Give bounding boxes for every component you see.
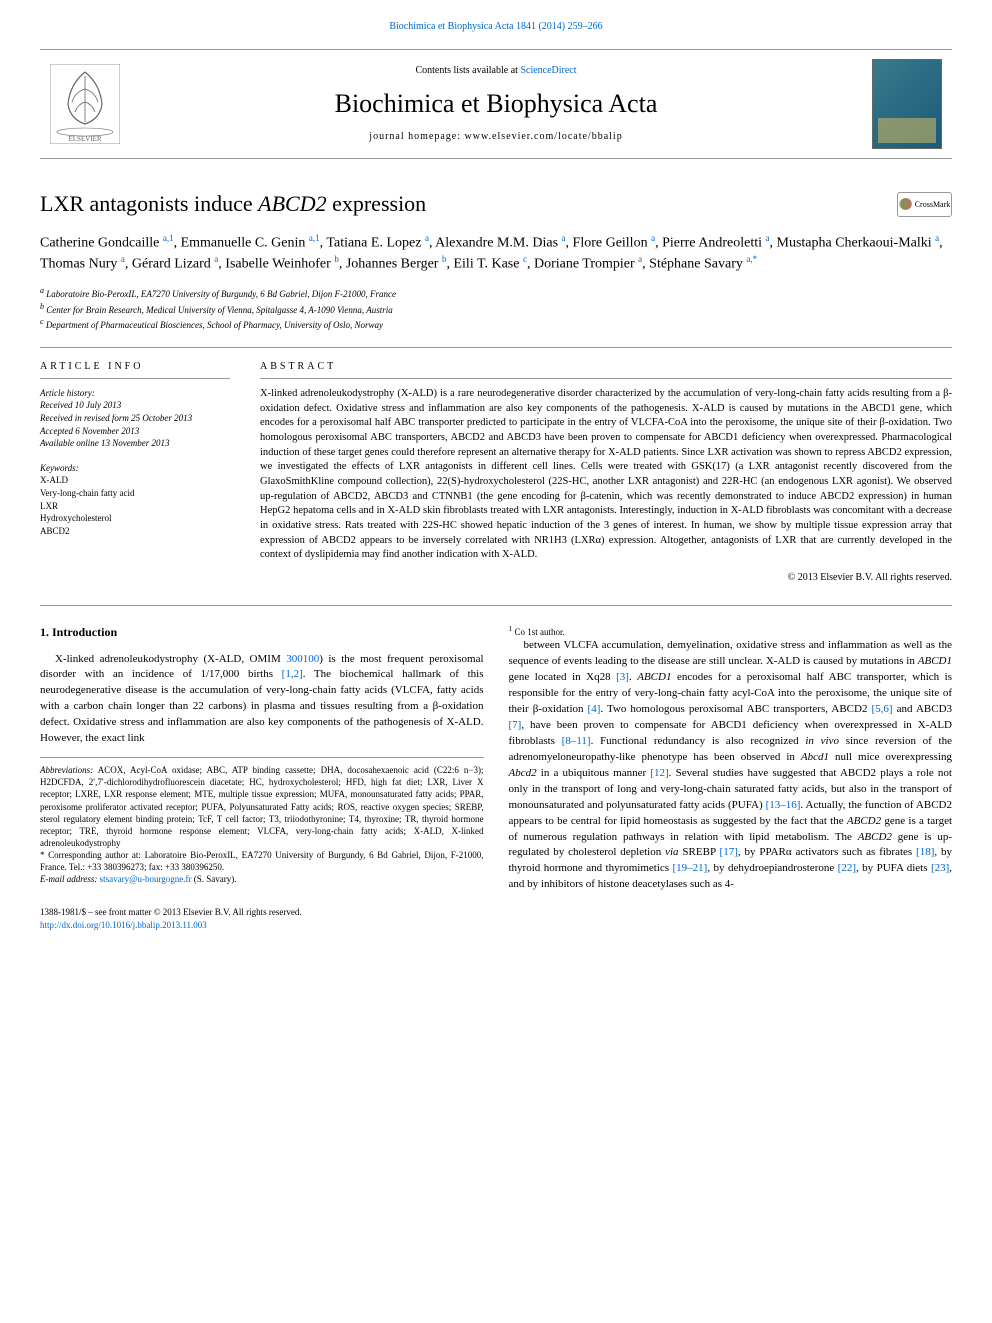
keyword: X-ALD [40, 474, 230, 487]
journal-cover-thumb [872, 59, 942, 149]
keyword: Hydroxycholesterol [40, 512, 230, 525]
journal-name: Biochimica et Biophysica Acta [140, 86, 852, 122]
keyword: Very-long-chain fatty acid [40, 487, 230, 500]
abstract-heading: ABSTRACT [260, 360, 952, 379]
article-history: Article history: Received 10 July 2013 R… [40, 387, 230, 450]
revised-date: Received in revised form 25 October 2013 [40, 412, 230, 425]
contents-pre: Contents lists available at [415, 65, 520, 76]
article-title-row: LXR antagonists induce ABCD2 expression … [40, 189, 952, 220]
journal-homepage: journal homepage: www.elsevier.com/locat… [140, 130, 852, 144]
intro-heading: 1. Introduction [40, 624, 484, 641]
svg-text:ELSEVIER: ELSEVIER [68, 135, 101, 143]
running-header: Biochimica et Biophysica Acta 1841 (2014… [40, 20, 952, 34]
sciencedirect-link[interactable]: ScienceDirect [520, 65, 576, 76]
masthead-center: Contents lists available at ScienceDirec… [130, 54, 862, 154]
title-italic: ABCD2 [258, 191, 326, 216]
keywords-label: Keywords: [40, 462, 230, 475]
affiliations: a Laboratoire Bio-PeroxIL, EA7270 Univer… [40, 285, 952, 332]
intro-para-2: between VLCFA accumulation, demyelinatio… [509, 638, 953, 893]
keyword: ABCD2 [40, 525, 230, 538]
section-divider [40, 605, 952, 606]
cover-box [862, 59, 952, 149]
body-two-column: 1. Introduction X-linked adrenoleukodyst… [40, 624, 952, 894]
issn-line: 1388-1981/$ – see front matter © 2013 El… [40, 906, 952, 919]
article-info-heading: ARTICLE INFO [40, 360, 230, 379]
received-date: Received 10 July 2013 [40, 399, 230, 412]
crossmark-icon [899, 197, 913, 211]
elsevier-logo: ELSEVIER [50, 64, 120, 144]
citation-link[interactable]: Biochimica et Biophysica Acta 1841 (2014… [389, 21, 602, 32]
article-info-col: ARTICLE INFO Article history: Received 1… [40, 360, 230, 585]
page-footer: 1388-1981/$ – see front matter © 2013 El… [40, 906, 952, 931]
abstract-text: X-linked adrenoleukodystrophy (X-ALD) is… [260, 387, 952, 563]
authors-line: Catherine Gondcaille a,1, Emmanuelle C. … [40, 232, 952, 275]
keywords-block: Keywords: X-ALD Very-long-chain fatty ac… [40, 462, 230, 538]
corresponding-author: * Corresponding author at: Laboratoire B… [40, 849, 484, 873]
affiliation-c: c Department of Pharmaceutical Bioscienc… [40, 316, 952, 332]
publisher-logo-box: ELSEVIER [40, 64, 130, 144]
online-date: Available online 13 November 2013 [40, 437, 230, 450]
co-first-author: 1 Co 1st author. [509, 624, 953, 638]
contents-line: Contents lists available at ScienceDirec… [140, 64, 852, 78]
info-abstract-row: ARTICLE INFO Article history: Received 1… [40, 347, 952, 585]
history-label: Article history: [40, 387, 230, 400]
accepted-date: Accepted 6 November 2013 [40, 425, 230, 438]
intro-para-1: X-linked adrenoleukodystrophy (X-ALD, OM… [40, 652, 484, 748]
article-title: LXR antagonists induce ABCD2 expression [40, 189, 426, 220]
doi-link[interactable]: http://dx.doi.org/10.1016/j.bbalip.2013.… [40, 920, 207, 930]
abstract-col: ABSTRACT X-linked adrenoleukodystrophy (… [260, 360, 952, 585]
affiliation-b: b Center for Brain Research, Medical Uni… [40, 301, 952, 317]
homepage-label: journal homepage: [369, 131, 464, 142]
crossmark-badge[interactable]: CrossMark [897, 192, 952, 217]
journal-masthead: ELSEVIER Contents lists available at Sci… [40, 49, 952, 159]
abbreviations: Abbreviations: ACOX, Acyl-CoA oxidase; A… [40, 764, 484, 849]
title-post: expression [327, 191, 427, 216]
keyword: LXR [40, 500, 230, 513]
abstract-copyright: © 2013 Elsevier B.V. All rights reserved… [260, 571, 952, 585]
email-link[interactable]: stsavary@u-bourgogne.fr [100, 874, 192, 884]
homepage-url: www.elsevier.com/locate/bbalip [465, 131, 623, 142]
title-pre: LXR antagonists induce [40, 191, 258, 216]
crossmark-label: CrossMark [915, 199, 951, 210]
email-line: E-mail address: stsavary@u-bourgogne.fr … [40, 873, 484, 885]
affiliation-a: a Laboratoire Bio-PeroxIL, EA7270 Univer… [40, 285, 952, 301]
